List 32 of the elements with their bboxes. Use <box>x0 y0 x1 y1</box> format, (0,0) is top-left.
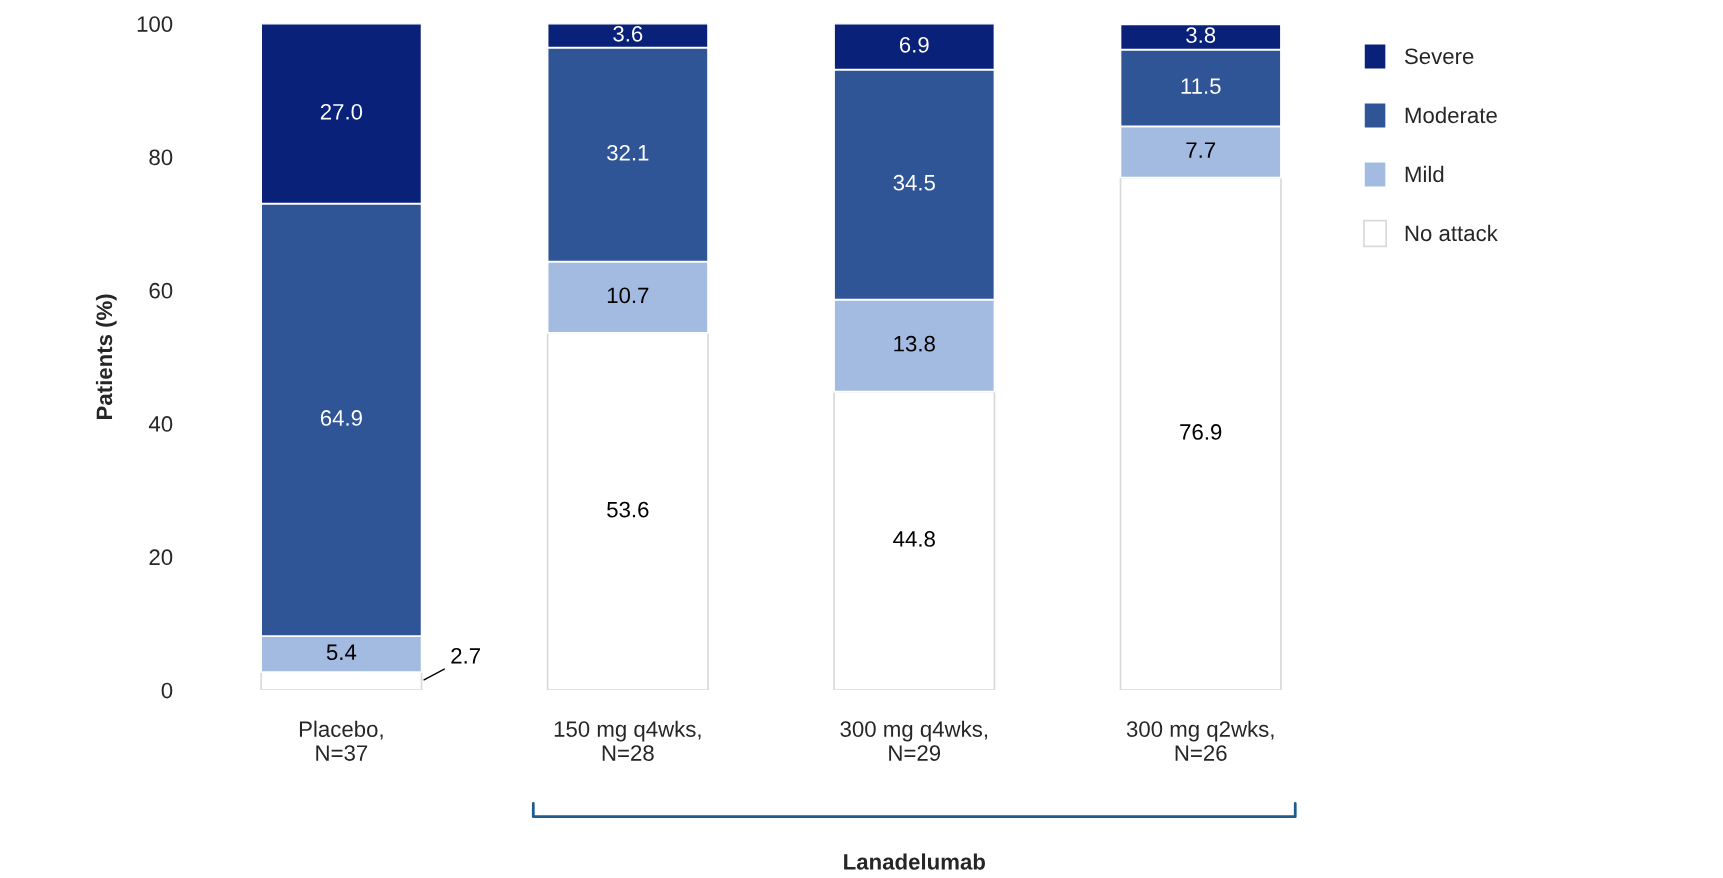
legend-label: Severe <box>1404 48 1474 65</box>
legend-label: Mild <box>1405 165 1444 183</box>
x-tick-label: 300 mg q4wks, N=29 <box>840 720 987 761</box>
x-tick-label: 150 mg q4wks, N=28 <box>554 720 701 761</box>
data-label: 32.1 <box>607 144 649 161</box>
text: Lanadelumab <box>844 853 985 870</box>
data-label: 2.7 <box>451 648 480 664</box>
data-label: 10.7 <box>607 287 649 304</box>
data-label: 34.5 <box>893 174 935 191</box>
data-label: 44.8 <box>893 531 935 547</box>
legend-label: Moderate <box>1405 106 1497 124</box>
data-label: 3.6 <box>613 25 643 42</box>
data-label: 6.9 <box>899 36 929 53</box>
data-label: 11.5 <box>1181 78 1221 94</box>
y-axis-title: Patients (%) <box>95 294 117 420</box>
data-label: 64.9 <box>320 410 362 426</box>
data-label: 53.6 <box>607 501 649 518</box>
y-tick-label: 100 <box>137 16 173 32</box>
data-label: 27.0 <box>320 103 363 120</box>
data-label: 13.8 <box>894 335 935 352</box>
data-label: 7.7 <box>1186 142 1216 158</box>
y-tick-label: 20 <box>149 549 173 566</box>
data-label: 76.9 <box>1180 424 1222 440</box>
data-label: 3.8 <box>1186 27 1216 43</box>
data-label: 5.4 <box>326 644 357 661</box>
legend-label: No attack <box>1405 224 1498 242</box>
y-tick-label: 40 <box>148 416 173 432</box>
y-tick-label: 60 <box>149 282 173 299</box>
x-tick-label: 300 mg q2wks, N=26 <box>1126 720 1274 761</box>
y-tick-label: 80 <box>149 149 173 166</box>
x-tick-label: Placebo, N=37 <box>299 720 383 761</box>
y-tick-label: 0 <box>161 682 173 699</box>
